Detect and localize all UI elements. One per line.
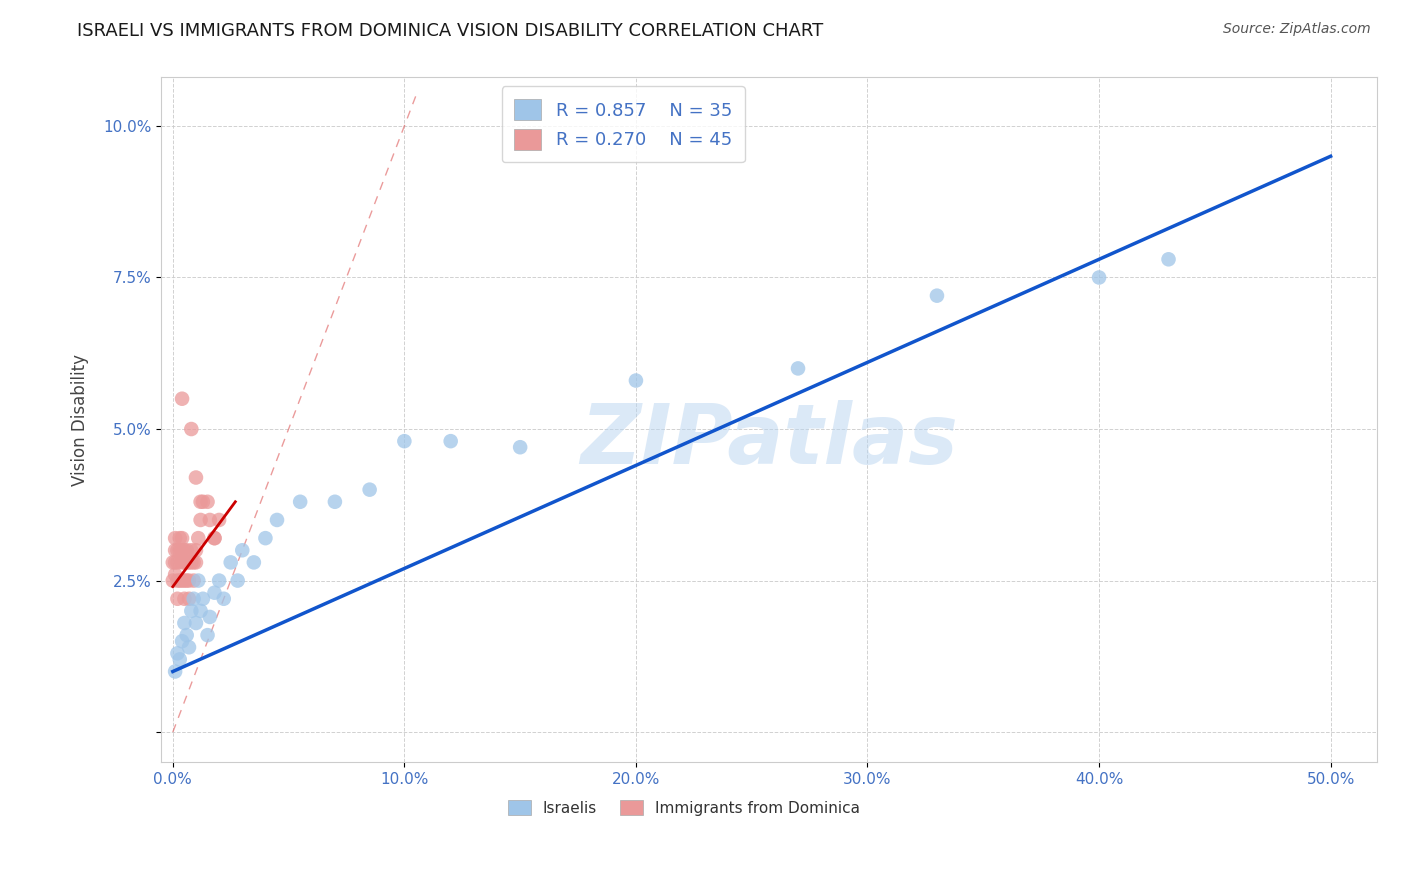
Point [166,591,188,606]
Point [204,531,226,545]
Legend: Israelis, Immigrants from Dominica: Israelis, Immigrants from Dominica [501,792,868,823]
Point [266,513,288,527]
Point [162,555,184,569]
Point [190,604,212,618]
Point [180,604,202,618]
Point [166,543,188,558]
Point [176,543,198,558]
Point [180,543,202,558]
Text: ZIPatlas: ZIPatlas [581,400,957,481]
Point [176,555,198,569]
Point [170,531,193,545]
Point [226,574,249,588]
Point [165,555,187,569]
Point [184,470,207,484]
Point [170,574,193,588]
Point [212,591,235,606]
Point [204,531,226,545]
Point [288,495,311,509]
Point [198,610,221,624]
Point [173,574,195,588]
Point [169,531,191,545]
Point [170,634,193,648]
Point [394,434,416,449]
Point [177,640,200,655]
Point [198,513,221,527]
Point [177,591,200,606]
Point [243,555,266,569]
Point [170,555,193,569]
Point [190,513,212,527]
Point [187,531,209,545]
Point [177,555,200,569]
Point [191,495,214,509]
Point [184,555,207,569]
Point [162,574,184,588]
Point [254,531,277,545]
Point [170,392,193,406]
Point [166,646,188,660]
Point [166,555,188,569]
Point [165,665,187,679]
Point [165,543,187,558]
Point [190,495,212,509]
Point [177,574,200,588]
Point [1157,252,1180,267]
Point [184,615,207,630]
Point [180,555,202,569]
Point [169,652,191,666]
Point [169,574,191,588]
Point [183,591,205,606]
Point [183,555,205,569]
Text: Source: ZipAtlas.com: Source: ZipAtlas.com [1223,22,1371,37]
Point [204,585,226,599]
Point [173,615,195,630]
Point [166,574,188,588]
Point [323,495,346,509]
Point [191,591,214,606]
Point [440,434,463,449]
Point [165,531,187,545]
Point [183,574,205,588]
Point [180,422,202,436]
Point [208,513,231,527]
Point [173,591,195,606]
Point [170,543,193,558]
Point [187,574,209,588]
Point [925,288,948,302]
Point [787,361,810,376]
Point [184,543,207,558]
Point [219,555,242,569]
Point [208,574,231,588]
Point [197,495,219,509]
Point [176,628,198,642]
Point [197,628,219,642]
Point [173,555,195,569]
Point [176,574,198,588]
Point [509,440,531,454]
Point [231,543,253,558]
Point [359,483,381,497]
Point [165,567,187,582]
Y-axis label: Vision Disability: Vision Disability [72,354,89,486]
Point [173,543,195,558]
Point [169,543,191,558]
Point [1088,270,1111,285]
Text: ISRAELI VS IMMIGRANTS FROM DOMINICA VISION DISABILITY CORRELATION CHART: ISRAELI VS IMMIGRANTS FROM DOMINICA VISI… [77,22,824,40]
Point [624,374,647,388]
